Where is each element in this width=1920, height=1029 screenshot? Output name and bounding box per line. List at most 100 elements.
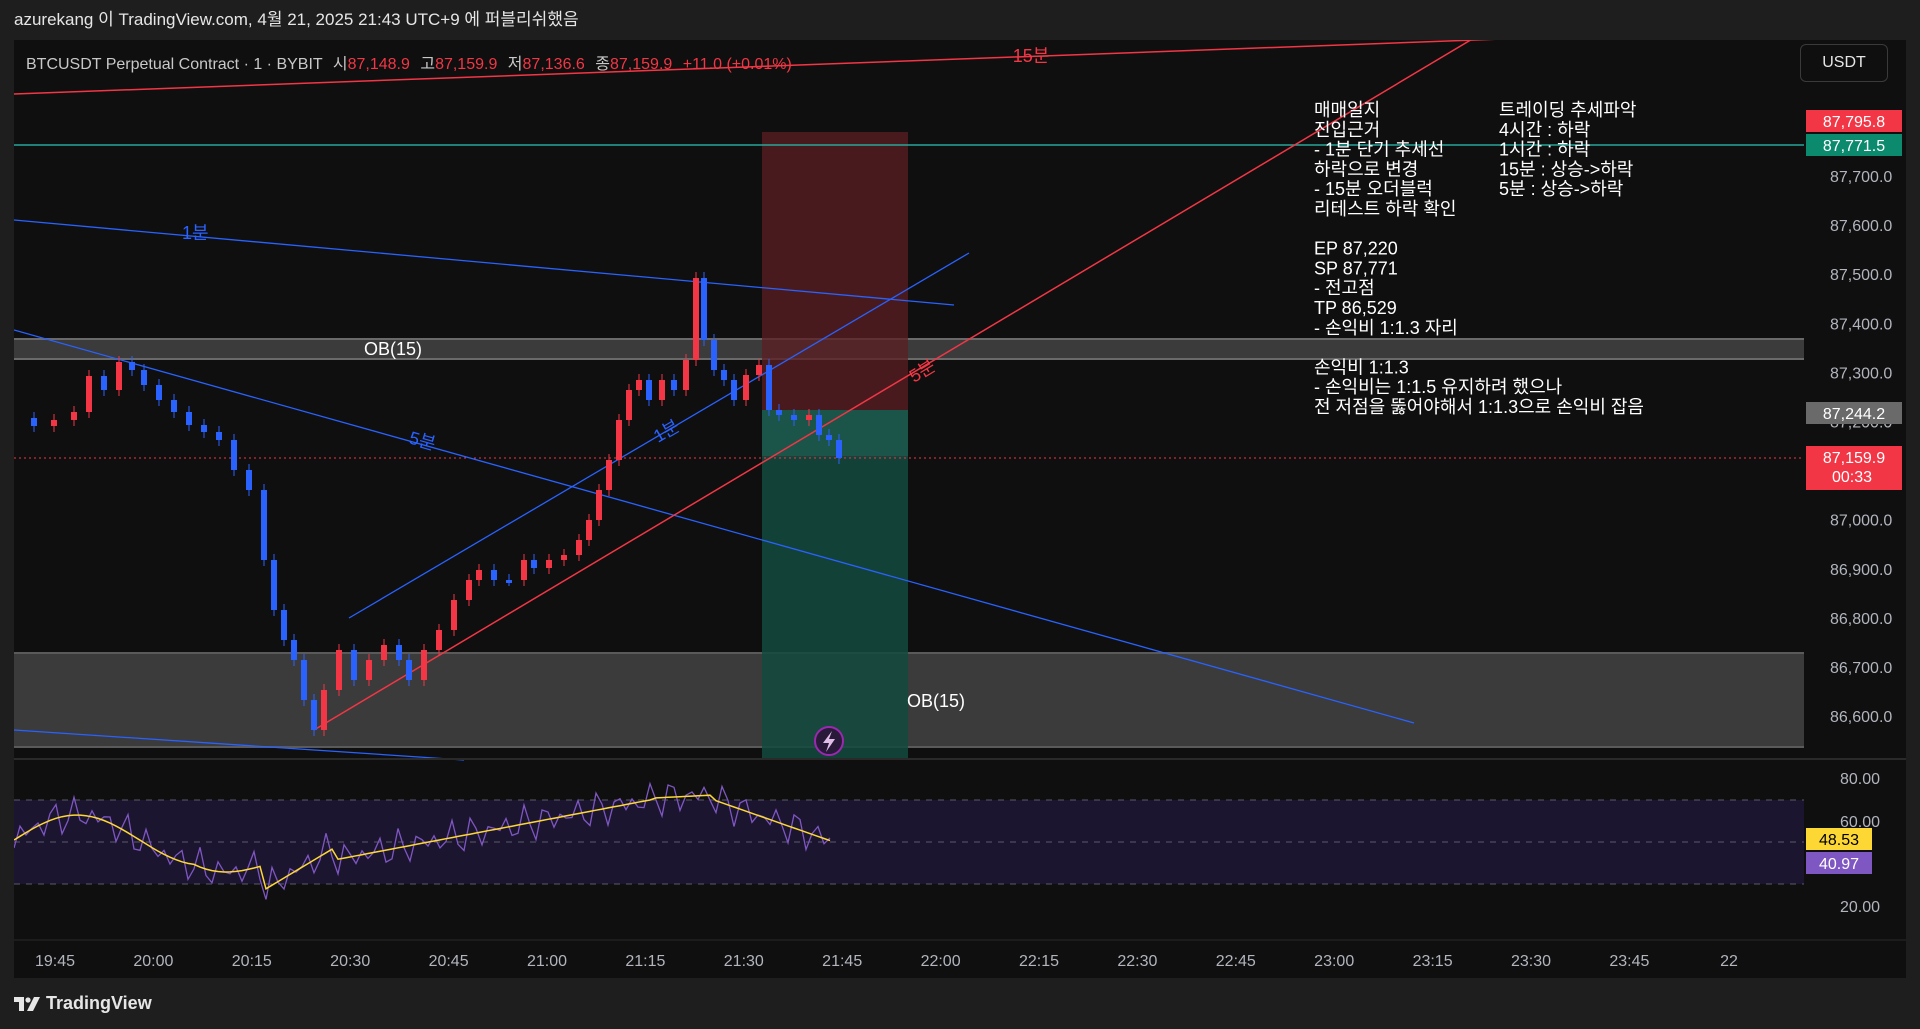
chart-canvas[interactable]: 15분 1분 5분 1분 5분 OB(15) OB(15) 매매일지진입근거- … bbox=[14, 40, 1906, 978]
high-value: 87,159.9 bbox=[435, 56, 498, 73]
high-label: 고 bbox=[420, 56, 436, 73]
lightning-icon[interactable] bbox=[814, 726, 844, 756]
publish-info-header: azurekang 이 TradingView.com, 4월 21, 2025… bbox=[0, 0, 1920, 40]
candle-body bbox=[836, 440, 842, 458]
candle-body bbox=[491, 570, 497, 580]
candle-body bbox=[141, 370, 147, 385]
low-label: 저 bbox=[507, 56, 523, 73]
note-line: 1시간 : 하락 bbox=[1499, 140, 1590, 160]
svg-text:48.53: 48.53 bbox=[1819, 832, 1859, 849]
label-15m: 15분 bbox=[1013, 46, 1050, 66]
candlestick-series[interactable] bbox=[31, 272, 842, 736]
note-line: 리테스트 하락 확인 bbox=[1314, 199, 1456, 219]
note-line: 하락으로 변경 bbox=[1314, 159, 1418, 179]
candle-body bbox=[721, 370, 727, 380]
ob-zone-top[interactable] bbox=[14, 338, 1804, 360]
note-line: 매매일지 bbox=[1314, 100, 1380, 120]
svg-text:40.97: 40.97 bbox=[1819, 856, 1859, 873]
candle-body bbox=[351, 650, 357, 680]
candle-body bbox=[231, 440, 237, 470]
trendline-5m-red[interactable] bbox=[313, 40, 1474, 731]
symbol-name[interactable]: BTCUSDT Perpetual Contract · 1 · BYBIT bbox=[26, 56, 323, 73]
tradingview-logo-icon bbox=[14, 996, 40, 1011]
svg-text:00:33: 00:33 bbox=[1832, 469, 1872, 486]
candle-body bbox=[366, 660, 372, 680]
price-tick: 87,600.0 bbox=[1830, 218, 1892, 235]
price-tick: 86,900.0 bbox=[1830, 562, 1892, 579]
candle-body bbox=[626, 390, 632, 420]
candle-body bbox=[683, 360, 689, 390]
currency-button[interactable]: USDT bbox=[1800, 44, 1888, 82]
candle-body bbox=[31, 418, 37, 426]
candle-body bbox=[201, 425, 207, 432]
candle-body bbox=[806, 415, 812, 420]
ob-zone-bottom-edge bbox=[14, 652, 1804, 654]
trendline-15m[interactable] bbox=[14, 40, 1529, 95]
candle-body bbox=[129, 362, 135, 370]
rsi-ma-line[interactable] bbox=[14, 794, 831, 890]
entry-price-badge: 87,244.2 bbox=[1806, 402, 1902, 424]
rsi-axis[interactable]: 80.00 60.00 20.00 bbox=[1840, 771, 1880, 916]
time-tick: 22 bbox=[1720, 953, 1738, 970]
note-line: 4시간 : 하락 bbox=[1499, 120, 1590, 140]
trendline-1m-upper[interactable] bbox=[14, 219, 955, 306]
candle-body bbox=[671, 380, 677, 390]
time-tick: 21:00 bbox=[527, 953, 567, 970]
candle-body bbox=[186, 412, 192, 425]
price-tick: 86,600.0 bbox=[1830, 709, 1892, 726]
candle-body bbox=[826, 435, 832, 440]
stop-loss-zone[interactable] bbox=[762, 132, 908, 458]
change-value: +11.0 (+0.01%) bbox=[682, 56, 792, 73]
candle-body bbox=[506, 580, 512, 583]
candle-body bbox=[521, 560, 527, 580]
note-line: 15분 : 상승->하락 bbox=[1499, 159, 1633, 179]
trendline-lower[interactable] bbox=[14, 729, 465, 761]
note-line: - 손익비는 1:1.5 유지하려 했으나 bbox=[1314, 377, 1562, 397]
chart-frame[interactable]: 15분 1분 5분 1분 5분 OB(15) OB(15) 매매일지 진입근거 - … bbox=[14, 40, 1906, 978]
time-tick: 22:15 bbox=[1019, 953, 1059, 970]
trendline-5m[interactable] bbox=[14, 329, 1415, 724]
candle-body bbox=[406, 660, 412, 680]
time-tick: 23:15 bbox=[1413, 953, 1453, 970]
time-axis[interactable]: 19:45 20:00 20:15 20:30 20:45 21:00 21:15 21:30… bbox=[35, 953, 1738, 970]
time-tick: 20:30 bbox=[330, 953, 370, 970]
candle-body bbox=[766, 365, 772, 410]
note-line: 진입근거 bbox=[1314, 120, 1380, 140]
ob-zone-top-edge-2 bbox=[14, 358, 1804, 360]
close-value: 87,159.9 bbox=[610, 56, 673, 73]
time-tick: 22:45 bbox=[1216, 953, 1256, 970]
time-tick: 23:30 bbox=[1511, 953, 1551, 970]
candle-body bbox=[421, 650, 427, 680]
take-profit-zone[interactable] bbox=[762, 410, 908, 758]
ob-label-top: OB(15) bbox=[364, 339, 422, 359]
footer: TradingView bbox=[0, 978, 1920, 1029]
tradingview-brand: TradingView bbox=[46, 993, 152, 1013]
time-tick: 20:15 bbox=[232, 953, 272, 970]
candle-body bbox=[546, 560, 552, 568]
rsi-tick: 80.00 bbox=[1840, 771, 1880, 788]
note-line: - 전고점 bbox=[1314, 278, 1375, 298]
sp-price-badge: 87,771.5 bbox=[1806, 134, 1902, 156]
time-tick: 20:00 bbox=[133, 953, 173, 970]
open-label: 시 bbox=[332, 56, 348, 73]
candle-body bbox=[466, 580, 472, 600]
note-line: EP 87,220 bbox=[1314, 239, 1398, 259]
candle-body bbox=[301, 660, 307, 700]
tradingview-logo[interactable]: TradingView bbox=[14, 993, 152, 1014]
rsi-value-badge: 40.97 bbox=[1806, 852, 1872, 874]
candle-body bbox=[711, 340, 717, 370]
candle-body bbox=[246, 470, 252, 490]
trendline-1m-channel[interactable] bbox=[348, 252, 970, 619]
price-tick: 87,700.0 bbox=[1830, 169, 1892, 186]
ob-label-bottom: OB(15) bbox=[907, 691, 965, 711]
stop-price-badge: 87,795.8 bbox=[1806, 110, 1902, 132]
candle-body bbox=[216, 432, 222, 440]
candle-body bbox=[791, 415, 797, 420]
candle-body bbox=[86, 376, 92, 412]
ob-zone-top-edge bbox=[14, 338, 1804, 340]
candle-body bbox=[71, 412, 77, 420]
candle-body bbox=[291, 640, 297, 660]
candle-body bbox=[381, 645, 387, 660]
rsi-line[interactable] bbox=[14, 781, 831, 900]
